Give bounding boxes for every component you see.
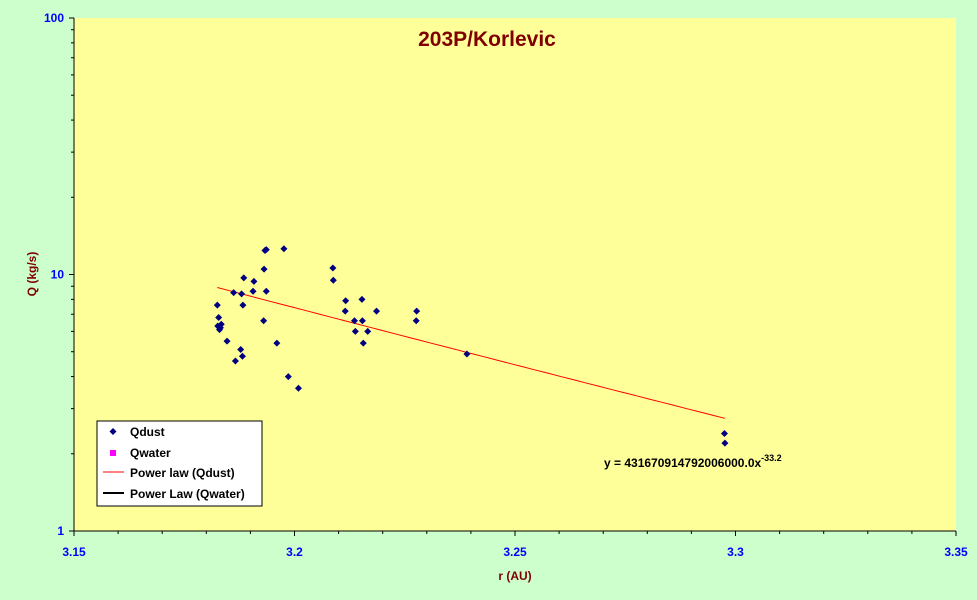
qdust-point [249,287,257,295]
qdust-point [273,339,281,347]
qdust-point [238,290,246,298]
legend: Qdust Qwater Power law (Qdust) Power Law… [96,420,263,507]
qdust-point [412,317,420,325]
qdust-point [262,246,270,254]
qdust-point [359,339,367,347]
legend-fit-dust-label: Power law (Qdust) [130,466,235,480]
chart-title: 203P/Korlevic [418,28,556,51]
qdust-point [720,429,728,437]
x-tick-label: 3.35 [944,545,968,559]
legend-qwater-label: Qwater [130,446,171,460]
qdust-point [358,317,366,325]
qdust-point [284,373,292,381]
x-axis-title: r (AU) [498,569,531,583]
x-tick-label: 3.15 [62,545,86,559]
y-tick-label: 1 [57,524,64,538]
qdust-point [215,313,223,321]
legend-qdust-marker [109,428,117,435]
fit-equation-exponent: -33.2 [761,453,782,463]
qdust-point [358,295,366,303]
legend-qwater-marker [110,450,116,456]
fit-equation: y = 431670914792006000.0x-33.2 [604,453,782,470]
fit-lines [217,287,726,419]
fit-line-qdust [217,287,726,419]
qdust-point [238,352,246,360]
qdust-point [341,307,349,315]
qdust-point [351,327,359,335]
qdust-point [373,307,381,315]
y-axis-title: Q (kg/s) [25,252,39,297]
qdust-point [262,287,270,295]
qdust-point [463,350,471,358]
qdust-point [213,301,221,309]
qdust-point [329,276,337,284]
qdust-point [231,357,239,365]
qdust-point [280,245,288,253]
fit-equation-main: y = 431670914792006000.0x [604,456,761,470]
x-tick-label: 3.25 [503,545,527,559]
legend-box [96,420,263,507]
data-points [213,245,729,447]
qdust-point [260,317,268,325]
qdust-point [294,384,302,392]
qdust-point [237,346,245,354]
legend-qdust-label: Qdust [130,425,165,439]
qdust-point [721,439,729,447]
qdust-point [364,327,372,335]
qdust-point [230,289,238,297]
qdust-point [342,297,350,305]
x-tick-label: 3.2 [286,545,303,559]
qdust-point [413,307,421,315]
qdust-point [250,277,258,285]
qdust-point [217,320,225,328]
y-tick-label: 10 [51,268,65,282]
legend-fit-water-label: Power Law (Qwater) [130,487,245,501]
qdust-point [240,274,248,282]
qdust-point [350,317,358,325]
qdust-point [223,337,231,345]
y-tick-label: 100 [44,11,64,25]
qdust-point [260,265,268,273]
qdust-point [239,301,247,309]
x-tick-label: 3.3 [727,545,744,559]
tick-labels: 1 10 100 3.15 3.2 3.25 3.3 3.35 [44,11,968,559]
qdust-point [329,264,337,272]
axes [69,17,957,536]
